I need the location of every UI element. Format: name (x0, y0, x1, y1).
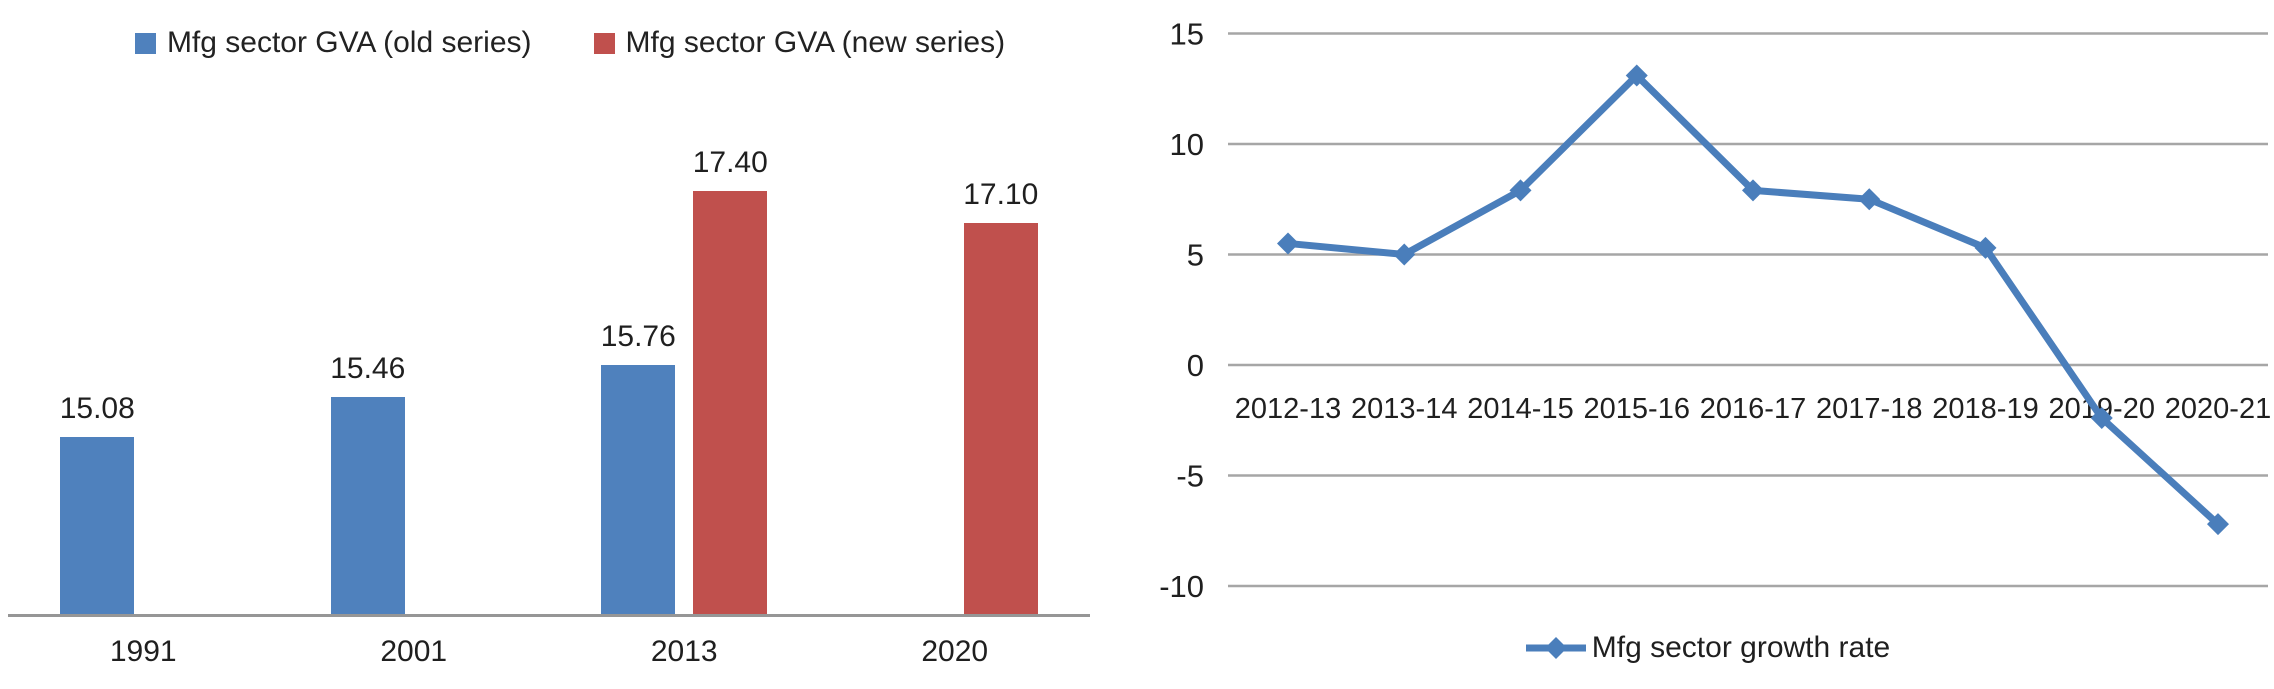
bar-2001-old-series (330, 397, 405, 615)
bar-x-axis-line (8, 614, 1090, 617)
growth-rate-legend-label: Mfg sector growth rate (1591, 631, 1891, 664)
x-axis-tick-label: 2012-13 (1235, 393, 1341, 425)
data-point-marker-2018-19 (1974, 236, 1997, 259)
data-point-marker-2020-21 (2207, 513, 2229, 536)
bar-chart-panel: 1991 15.08 2001 15.46 2013 15.76 17.40 2020 17.1… (0, 26, 1140, 668)
line-chart-legend: Mfg sector growth rate (1140, 630, 2274, 666)
new-series-legend-label: Mfg sector GVA (new series) (625, 26, 1006, 59)
bar-2013-new-series (693, 191, 768, 615)
bar-value-label: 17.10 (963, 178, 1039, 211)
x-axis-tick-label: 2020-21 (2165, 393, 2271, 425)
data-point-marker-2015-16 (1625, 64, 1648, 87)
bar-plot-area: 1991 15.08 2001 15.46 2013 15.76 17.40 2020 17.1… (59, 146, 1039, 668)
data-point-marker-2013-14 (1393, 243, 1416, 266)
data-point-marker-2019-20 (2090, 407, 2113, 430)
y-axis-tick-label: -10 (1159, 569, 1204, 604)
x-axis-tick-label: 2016-17 (1700, 393, 1806, 425)
line-chart-panel: 15 10 5 0 -5 -10 2012-13 2013-14 2014-15 2015-16 2… (1140, 0, 2274, 689)
bar-value-label: 17.40 (692, 146, 768, 179)
x-axis-tick-label: 2017-18 (1816, 393, 1922, 425)
data-point-marker-2012-13 (1277, 232, 1299, 255)
growth-rate-line-marker-icon (1525, 637, 1586, 659)
x-axis-tick-label: 2014-15 (1467, 393, 1573, 425)
bar-x-axis-label: 1991 (109, 635, 177, 668)
legend-item-new-series: Mfg sector GVA (new series) (593, 26, 1006, 60)
y-axis-tick-label: -5 (1176, 459, 1204, 494)
bar-value-label: 15.46 (330, 352, 406, 385)
x-axis-tick-label: 2018-19 (1932, 393, 2038, 425)
bar-chart-legend: Mfg sector GVA (old series) Mfg sector G… (0, 26, 1140, 60)
x-axis-tick-label: 2013-14 (1351, 393, 1457, 425)
bar-value-label: 15.08 (59, 392, 135, 425)
y-axis-tick-label: 5 (1187, 238, 1204, 273)
bar-x-axis-label: 2013 (650, 635, 718, 668)
x-axis-tick-label: 2015-16 (1584, 393, 1690, 425)
old-series-legend-label: Mfg sector GVA (old series) (166, 26, 532, 59)
old-series-swatch-icon (134, 32, 156, 54)
data-point-marker-2016-17 (1742, 179, 1764, 202)
bar-value-label: 15.76 (600, 320, 676, 353)
bar-x-axis-label: 2020 (921, 635, 989, 668)
new-series-swatch-icon (593, 32, 615, 54)
data-point-marker-2017-18 (1858, 188, 1881, 211)
data-point-marker-2014-15 (1509, 179, 1532, 202)
bar-x-axis-label: 2001 (380, 635, 448, 668)
legend-item-old-series: Mfg sector GVA (old series) (134, 26, 532, 60)
line-plot-area: 15 10 5 0 -5 -10 2012-13 2013-14 2014-15 2015-16 2… (1159, 17, 2271, 605)
bar-2013-old-series (601, 365, 676, 615)
bar-1991-old-series (60, 437, 135, 615)
bar-2020-new-series (963, 223, 1038, 615)
y-axis-tick-label: 10 (1170, 127, 1204, 162)
y-axis-tick-label: 0 (1187, 348, 1204, 383)
y-axis-tick-label: 15 (1170, 17, 1204, 52)
